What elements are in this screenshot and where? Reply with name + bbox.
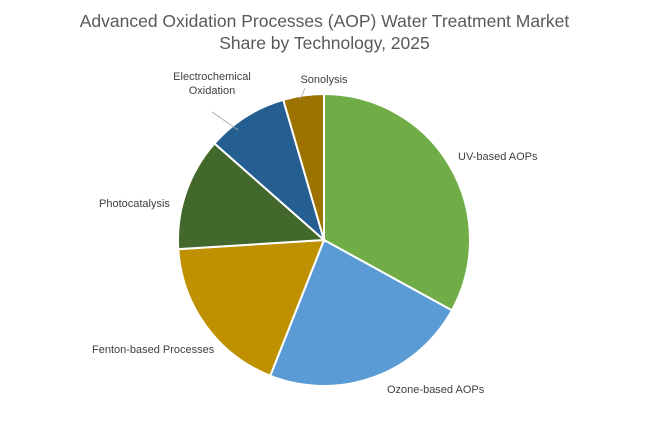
chart-title: Advanced Oxidation Processes (AOP) Water… <box>0 10 649 54</box>
slice-label-photocatalysis: Photocatalysis <box>99 198 170 210</box>
leader-line-sonolysis <box>299 87 306 101</box>
slice-label-electrochemical-oxidation: Electrochemical Oxidation <box>173 71 251 97</box>
pie-slice-fenton-based-processes[interactable] <box>177 238 326 378</box>
slice-label-ozone-based-aops: Ozone-based AOPs <box>387 384 485 396</box>
chart-title-line-1: Advanced Oxidation Processes (AOP) Water… <box>79 11 570 31</box>
slice-labels: UV-based AOPs Ozone-based AOPs Fenton-base… <box>92 71 538 396</box>
leader-line-electrochemical-oxidation <box>211 111 239 131</box>
slice-label-fenton-based-processes: Fenton-based Processes <box>92 344 215 356</box>
pie-slice-uv-based-aops[interactable] <box>323 92 471 312</box>
pie-slice-sonolysis[interactable] <box>282 92 325 241</box>
leader-lines <box>211 87 306 131</box>
slice-label-uv-based-aops: UV-based AOPs <box>458 151 538 163</box>
pie-slice-photocatalysis[interactable] <box>177 142 327 251</box>
pie-slice-electrochemical-oxidation[interactable] <box>213 98 326 244</box>
chart-title-line-2: Share by Technology, 2025 <box>219 33 430 53</box>
slice-label-sonolysis: Sonolysis <box>300 74 348 86</box>
pie-slices <box>177 92 471 387</box>
pie-slice-ozone-based-aops[interactable] <box>268 238 454 387</box>
